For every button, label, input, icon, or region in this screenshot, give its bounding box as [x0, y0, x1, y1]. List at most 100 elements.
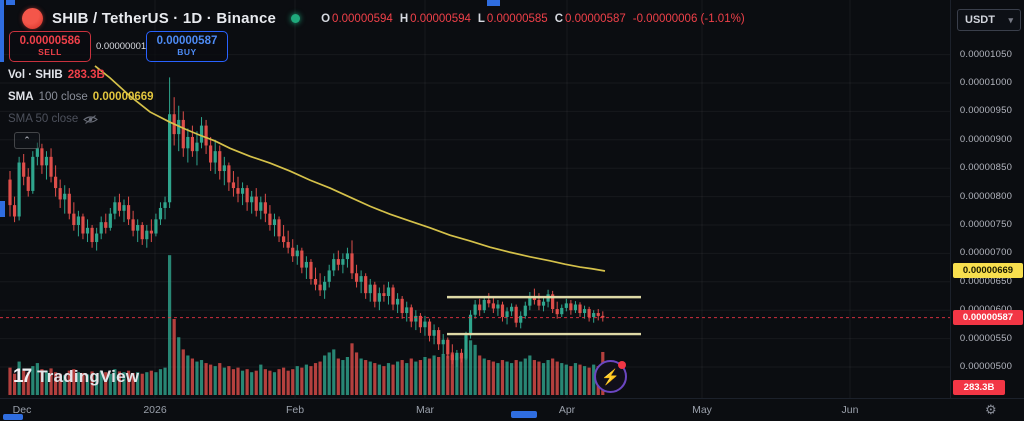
volume-bar — [496, 363, 500, 395]
candle-body — [500, 304, 505, 318]
eye-hidden-icon[interactable] — [83, 114, 99, 125]
candle-body — [186, 136, 190, 149]
month-label: Apr — [558, 404, 576, 416]
flash-event-badge[interactable]: ⚡ — [594, 360, 627, 393]
volume-bar — [76, 372, 80, 395]
tradingview-logo[interactable]: 17 TradingView — [13, 366, 139, 388]
candle-body — [327, 270, 331, 282]
candle-body — [437, 330, 441, 345]
volume-bar — [418, 360, 422, 395]
lightning-icon: ⚡ — [601, 368, 620, 386]
symbol-title[interactable]: SHIB / TetherUS · 1D · Binance — [52, 10, 277, 27]
volume-bar — [85, 374, 90, 395]
candle-body — [405, 307, 409, 314]
candle-body — [195, 142, 199, 152]
candle-body — [423, 321, 427, 328]
candle-body — [373, 284, 377, 302]
sell-label: SELL — [38, 47, 62, 58]
ohlc-readout: O 0.00000594 H 0.00000594 L 0.00000585 C… — [321, 13, 745, 25]
volume-bar — [35, 363, 39, 395]
sell-button[interactable]: 0.00000586 SELL — [9, 31, 91, 62]
candle-body — [231, 182, 236, 189]
volume-bar — [282, 367, 286, 395]
volume-bar — [500, 360, 505, 395]
volume-bar — [359, 358, 363, 395]
volume-bar — [514, 360, 518, 395]
candlestick-chart-canvas[interactable] — [0, 0, 950, 398]
volume-bar — [177, 337, 181, 395]
volume-bar — [327, 352, 331, 395]
volume-bar — [582, 366, 587, 395]
candle-body — [90, 227, 94, 243]
volume-bar — [391, 364, 395, 395]
volume-bar — [63, 375, 67, 395]
candle-body — [459, 352, 464, 359]
volume-bar — [336, 358, 340, 395]
volume-bar — [295, 366, 299, 395]
price-tick-label: 0.00000500 — [959, 361, 1013, 372]
candle-body — [250, 196, 254, 203]
volume-bar — [455, 355, 459, 395]
candle-body — [332, 259, 336, 271]
volume-bar — [414, 361, 418, 395]
settings-gear-icon[interactable]: ⚙ — [985, 402, 997, 417]
candle-body — [263, 202, 267, 214]
volume-legend-row[interactable]: Vol · SHIB 283.3B — [8, 69, 105, 81]
candle-body — [282, 236, 286, 243]
sma100-name: SMA — [8, 91, 34, 103]
volume-bar — [58, 373, 62, 395]
volume-bar — [405, 363, 409, 395]
candle-body — [596, 313, 600, 316]
buy-button[interactable]: 0.00000587 BUY — [146, 31, 228, 62]
volume-bar — [67, 370, 71, 395]
volume-bar — [464, 349, 468, 395]
candle-body — [528, 296, 532, 306]
price-tick-label: 0.00000900 — [959, 133, 1013, 145]
volume-bar — [350, 343, 354, 395]
time-axis[interactable]: Dec 2026 Feb Mar Apr May Jun ⚙ — [0, 398, 1024, 421]
candle-body — [190, 136, 194, 152]
volume-bar — [145, 372, 149, 395]
volume-bar — [72, 369, 76, 395]
candle-body — [99, 222, 103, 234]
volume-bar — [12, 373, 17, 395]
candle-body — [154, 219, 158, 234]
candle-body — [268, 213, 272, 225]
volume-bar — [213, 366, 217, 395]
candle-body — [473, 304, 477, 315]
candle-body — [519, 315, 523, 323]
candle-body — [149, 230, 153, 234]
sma100-legend-row[interactable]: SMA 100 close 0.00000669 — [8, 91, 154, 103]
collapse-legend-button[interactable]: ⌃ — [14, 132, 40, 149]
candle-body — [560, 307, 564, 315]
volume-bar — [231, 369, 236, 395]
volume-bar — [240, 370, 245, 395]
candle-body — [391, 287, 395, 305]
volume-bar — [8, 367, 12, 395]
candle-body — [122, 205, 126, 211]
candle-body — [240, 188, 245, 194]
sma50-legend-row[interactable]: SMA 50 close — [8, 113, 99, 125]
volume-bar — [592, 364, 596, 395]
price-tick-label: 0.00000550 — [959, 332, 1013, 344]
close-label: C — [554, 12, 563, 25]
sma100-line[interactable] — [94, 65, 606, 272]
volume-bar — [560, 363, 564, 395]
candle-body — [67, 193, 71, 214]
volume-bar — [459, 357, 464, 395]
volume-bar — [523, 358, 527, 395]
volume-bar — [573, 363, 578, 395]
candle-body — [555, 309, 559, 315]
volume-bar — [409, 358, 413, 395]
tradingview-mark-icon: 17 — [13, 366, 32, 387]
price-axis[interactable]: USDT ▾ 0.00001050 0.00001000 0.00000950 0.0… — [950, 0, 1024, 398]
volume-bar — [537, 361, 541, 395]
candle-body — [199, 125, 204, 143]
candle-body — [85, 227, 90, 234]
volume-bar — [222, 367, 226, 395]
month-label: Mar — [415, 404, 435, 416]
currency-dropdown[interactable]: USDT ▾ — [957, 9, 1021, 31]
volume-bar — [541, 363, 546, 395]
candle-body — [514, 306, 518, 323]
candle-body — [468, 314, 473, 336]
